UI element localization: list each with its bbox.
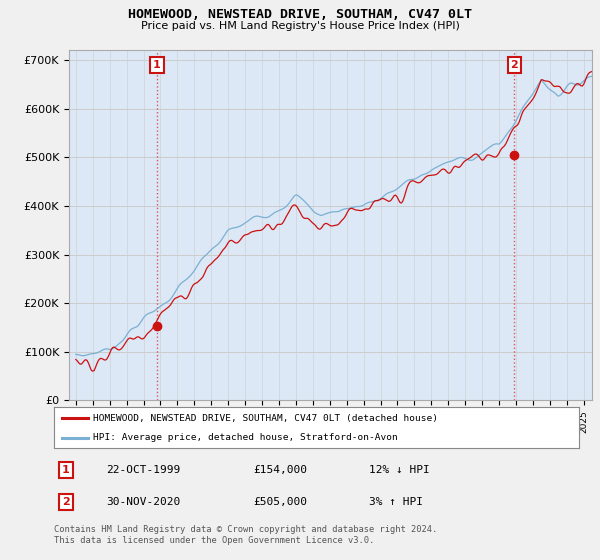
Text: 2: 2 [511,60,518,70]
Text: HOMEWOOD, NEWSTEAD DRIVE, SOUTHAM, CV47 0LT (detached house): HOMEWOOD, NEWSTEAD DRIVE, SOUTHAM, CV47 … [94,414,439,423]
Text: 22-OCT-1999: 22-OCT-1999 [107,465,181,475]
Text: HPI: Average price, detached house, Stratford-on-Avon: HPI: Average price, detached house, Stra… [94,433,398,442]
Text: £505,000: £505,000 [254,497,308,507]
Text: 12% ↓ HPI: 12% ↓ HPI [369,465,430,475]
Text: 2: 2 [62,497,70,507]
Text: 1: 1 [62,465,70,475]
Text: £154,000: £154,000 [254,465,308,475]
Text: 30-NOV-2020: 30-NOV-2020 [107,497,181,507]
Text: 3% ↑ HPI: 3% ↑ HPI [369,497,423,507]
Text: Contains HM Land Registry data © Crown copyright and database right 2024.
This d: Contains HM Land Registry data © Crown c… [54,525,437,545]
Text: HOMEWOOD, NEWSTEAD DRIVE, SOUTHAM, CV47 0LT: HOMEWOOD, NEWSTEAD DRIVE, SOUTHAM, CV47 … [128,8,472,21]
Text: 1: 1 [153,60,161,70]
Text: Price paid vs. HM Land Registry's House Price Index (HPI): Price paid vs. HM Land Registry's House … [140,21,460,31]
